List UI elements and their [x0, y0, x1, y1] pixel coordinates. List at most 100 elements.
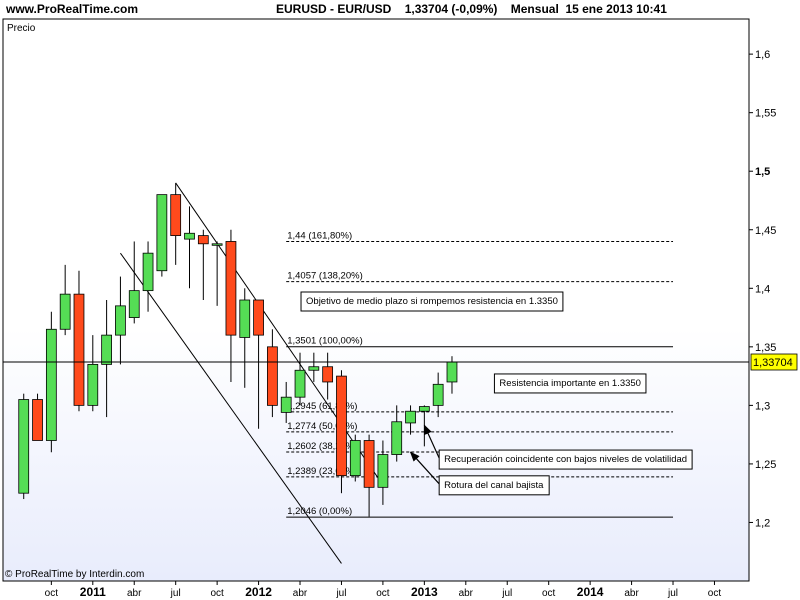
candle-body — [197, 235, 209, 245]
annotation-text: Resistencia importante en 1.3350 — [499, 378, 641, 389]
fib-level-label: 1,3501 (100,00%) — [287, 336, 363, 347]
x-tick-label: 2013 — [411, 585, 438, 599]
candle-body — [225, 241, 237, 336]
x-tick-label: abr — [624, 588, 639, 599]
x-tick-label: oct — [376, 588, 390, 599]
annotation-box — [438, 475, 550, 496]
candle-body — [377, 454, 389, 488]
candles-layer — [18, 182, 458, 517]
y-tick-label: 1,55 — [755, 108, 776, 120]
candle — [128, 241, 140, 324]
annotation-arrow — [423, 424, 440, 459]
candle-body — [405, 410, 416, 424]
candle-body — [432, 383, 444, 406]
footer-credit: © ProRealTime by Interdin.com — [5, 569, 145, 580]
candle — [294, 352, 306, 406]
x-tick-label: oct — [45, 588, 59, 599]
datetime-label: 15 ene 2013 10:41 — [565, 2, 667, 16]
candle-body — [142, 252, 154, 292]
panel-label: Precio — [7, 23, 36, 34]
period-label: Mensual — [510, 2, 559, 16]
candle — [363, 434, 375, 517]
candle-body — [211, 243, 223, 246]
x-tick-label: oct — [708, 588, 722, 599]
candle-body — [45, 328, 57, 441]
candle — [349, 434, 361, 482]
x-tick-label: abr — [293, 588, 308, 599]
candle-body — [184, 232, 195, 240]
y-tick-label: 1,25 — [755, 459, 776, 471]
candle — [59, 264, 71, 336]
current-price-label: 1,33704 — [753, 357, 793, 369]
x-tick-label: abr — [127, 588, 142, 599]
candle-body — [391, 421, 403, 455]
candle — [405, 405, 416, 435]
candle-body — [101, 334, 112, 365]
candle-body — [322, 366, 334, 383]
x-tick-label: 2014 — [577, 585, 604, 599]
y-tick-label: 1,45 — [755, 225, 776, 237]
channel-line — [120, 252, 342, 564]
site-link[interactable]: www.ProRealTime.com — [6, 2, 139, 16]
current-price-badge — [750, 353, 798, 371]
fib-level-label: 1,2602 (38,20%) — [287, 441, 357, 452]
annotation: Objetivo de medio plazo si rompemos resi… — [300, 291, 564, 312]
candle-body — [267, 346, 278, 406]
candle — [156, 194, 168, 277]
candle-body — [308, 366, 320, 371]
candle-body — [336, 375, 347, 477]
fib-level-label: 1,2945 (61,80%) — [287, 401, 357, 412]
title-bar: www.ProRealTime.com EURUSD - EUR/USD 1,3… — [0, 0, 800, 19]
candle-body — [294, 369, 306, 398]
candle — [336, 370, 347, 494]
candle-body — [253, 299, 264, 336]
current-price-layer: 1,33704 — [3, 353, 798, 371]
candle — [322, 352, 334, 400]
fibonacci-layer: 1,44 (161,80%) 1,4057 (138,20%) 1,3501 (10… — [286, 230, 674, 518]
annotation: Resistencia importante en 1.3350 — [493, 373, 647, 394]
candle-body — [128, 290, 140, 318]
candle-body — [170, 194, 182, 237]
annotation-text: Recuperación coincidente con bajos nivel… — [444, 454, 687, 465]
chart-header: EURUSD - EUR/USD 1,33704 (-0,09%) Mensua… — [276, 2, 667, 16]
candle-body — [156, 194, 168, 272]
annotation-box — [493, 373, 647, 394]
candle — [308, 352, 320, 382]
candle — [87, 335, 99, 412]
candle — [377, 440, 389, 505]
annotation-arrow — [409, 451, 440, 485]
candle — [239, 288, 251, 388]
y-tick-label: 1,5 — [755, 166, 770, 178]
candle-body — [280, 396, 292, 413]
candle-body — [349, 440, 361, 477]
candle — [142, 241, 154, 312]
y-tick-label: 1,35 — [755, 342, 776, 354]
candle-body — [446, 361, 458, 383]
fib-level-label: 1,4057 (138,20%) — [287, 271, 363, 282]
fib-level-label: 1,2774 (50,00%) — [287, 421, 357, 432]
candle-body — [239, 299, 251, 338]
price-change: 1,33704 (-0,09%) — [404, 2, 498, 16]
candle-body — [59, 293, 71, 330]
candle-body — [32, 399, 43, 441]
x-tick-label: jul — [335, 588, 346, 599]
candle — [18, 393, 30, 500]
candle — [197, 229, 209, 300]
candle — [225, 229, 237, 382]
candle — [280, 381, 292, 423]
fib-level-label: 1,44 (161,80%) — [287, 230, 352, 241]
x-tick-label: 2011 — [80, 585, 106, 599]
annotation-box — [438, 449, 693, 470]
candle — [45, 311, 57, 453]
annotation-box — [300, 291, 564, 312]
candle-body — [363, 440, 375, 488]
annotation-text: Rotura del canal bajista — [444, 480, 544, 491]
candle — [253, 299, 264, 429]
candle-body — [87, 363, 99, 406]
candle — [184, 206, 195, 289]
candle — [432, 372, 444, 418]
candle — [170, 182, 182, 265]
annotation: Rotura del canal bajista — [438, 475, 550, 496]
